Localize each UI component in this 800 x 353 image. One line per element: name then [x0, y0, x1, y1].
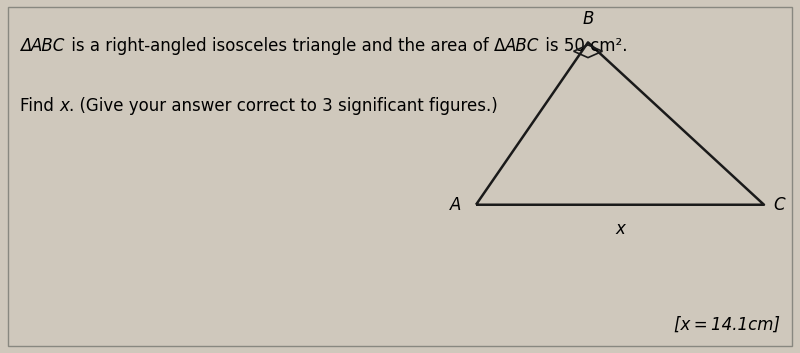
Text: x: x	[59, 97, 69, 115]
Text: ABC: ABC	[505, 37, 539, 55]
Text: ABC: ABC	[31, 37, 66, 55]
Text: is 50 cm².: is 50 cm².	[539, 37, 627, 55]
Text: [x = 14.1cm]: [x = 14.1cm]	[674, 316, 780, 334]
Text: x: x	[615, 221, 625, 238]
Text: A: A	[450, 196, 462, 214]
Text: B: B	[582, 10, 594, 28]
Text: . (Give your answer correct to 3 significant figures.): . (Give your answer correct to 3 signifi…	[69, 97, 498, 115]
Text: Find: Find	[20, 97, 59, 115]
Text: Δ: Δ	[20, 37, 31, 55]
Text: is a right-angled isosceles triangle and the area of Δ: is a right-angled isosceles triangle and…	[66, 37, 505, 55]
Text: C: C	[774, 196, 786, 214]
